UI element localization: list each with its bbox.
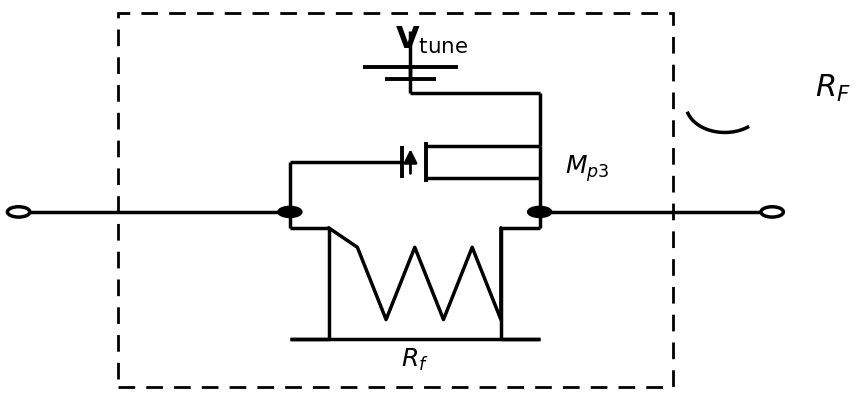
Circle shape <box>8 207 30 217</box>
Circle shape <box>528 206 552 218</box>
Bar <box>118 13 673 387</box>
Text: $\mathbf{V}_{\mathrm{tune}}$: $\mathbf{V}_{\mathrm{tune}}$ <box>396 25 468 56</box>
Circle shape <box>761 207 784 217</box>
Circle shape <box>278 206 302 218</box>
Text: $R_f$: $R_f$ <box>401 347 429 373</box>
Text: $M_{p3}$: $M_{p3}$ <box>566 153 610 184</box>
Text: $R_F$: $R_F$ <box>816 73 851 104</box>
